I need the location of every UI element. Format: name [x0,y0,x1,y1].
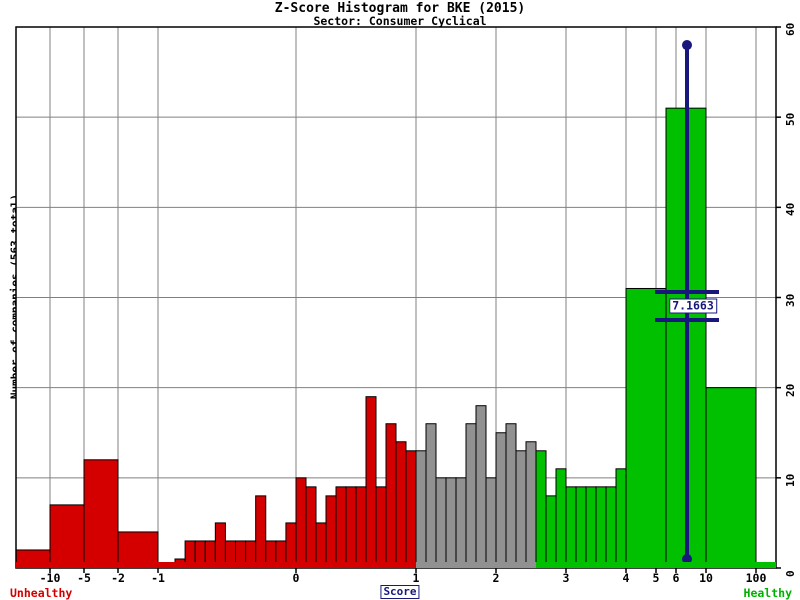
histogram-bar [295,477,307,569]
histogram-bar [455,477,467,569]
marker-top-dot [682,40,692,51]
healthy-label: Healthy [743,586,792,600]
marker-value-label: 7.1663 [669,298,717,314]
histogram-bar [625,287,667,569]
y-tick-label: 20 [784,383,797,397]
histogram-bar [435,477,447,569]
histogram-bar [415,450,427,569]
histogram-bar [214,522,226,569]
x-tick-label: -2 [111,571,125,585]
histogram-bar [575,486,587,569]
histogram-bar [505,423,517,569]
histogram-bar [365,396,377,569]
histogram-bar [405,450,417,569]
histogram-bar [535,450,547,569]
x-tick-label: 1 [412,571,420,585]
histogram-bar [255,495,267,569]
x-tick-label: -1 [151,571,165,585]
histogram-bar [395,441,407,569]
x-tick-label: 10 [699,571,713,585]
histogram-bar [565,486,577,569]
histogram-bar [285,522,297,569]
histogram-bar [335,486,347,569]
histogram-bar [83,459,119,569]
x-tick-label: 0 [292,571,300,585]
histogram-bar [425,423,437,569]
histogram-bar [445,477,457,569]
x-tick-label: -10 [39,571,61,585]
histogram-bar [345,486,357,569]
histogram-bar [315,522,327,569]
histogram-bar [465,423,477,569]
histogram-bar [515,450,527,569]
histogram-bar [475,405,487,569]
x-tick-label: 5 [652,571,660,585]
y-tick-label: 50 [784,112,797,127]
histogram-bar [605,486,617,569]
histogram-bar [385,423,397,569]
histogram-bar [595,486,607,569]
histogram-bar [495,432,507,569]
histogram-bar [525,441,537,569]
unhealthy-label: Unhealthy [10,586,73,600]
x-tick-label: 100 [745,571,767,585]
page-title: Z-Score Histogram for BKE (2015) [274,1,526,16]
histogram-bar [615,468,627,569]
histogram-bar [355,486,367,569]
x-tick-label: 2 [492,571,500,585]
histogram-bar [49,504,85,569]
histogram-bar [585,486,597,569]
y-tick-label: 40 [784,203,797,217]
histogram-bar [705,387,757,569]
x-tick-label: -5 [77,571,91,585]
y-tick-label: 30 [784,293,797,307]
histogram-bar [555,468,567,569]
x-tick-label: 3 [562,571,570,585]
x-tick-label: 4 [622,571,630,585]
x-tick-label: 6 [672,571,680,585]
y-tick-label: 60 [784,22,797,36]
x-axis-title: Score [380,585,420,599]
histogram-bar [305,486,317,569]
histogram-bar [545,495,557,569]
y-tick-label: 10 [784,473,797,487]
histogram-bar [375,486,387,569]
marker-bottom-dot [682,553,692,564]
histogram-bar [485,477,497,569]
chart-subtitle: Sector: Consumer Cyclical [313,14,487,28]
y-tick-label: 0 [784,570,797,577]
histogram-bar [325,495,337,569]
